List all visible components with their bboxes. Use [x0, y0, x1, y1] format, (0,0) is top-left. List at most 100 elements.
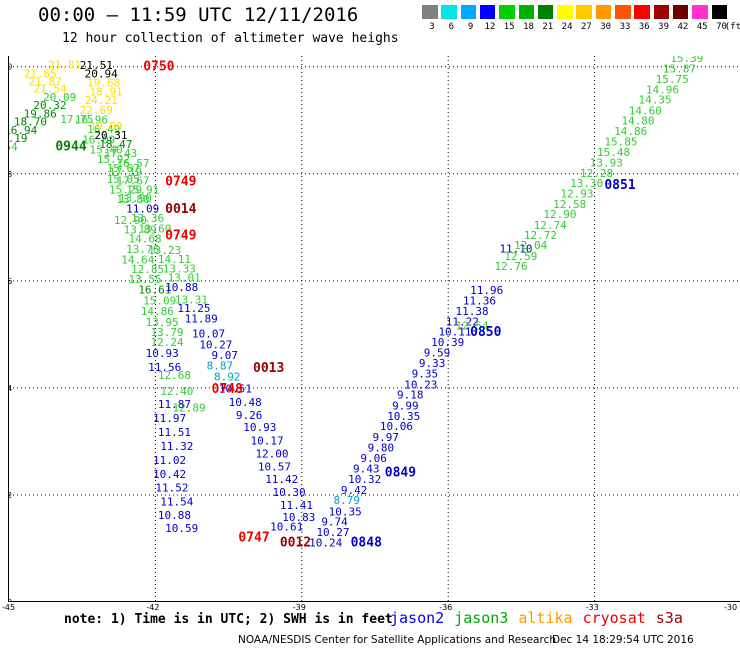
wave-height-label: 10.27	[199, 338, 232, 351]
time-marker-label: 0012	[280, 535, 311, 550]
wave-height-label: 11.89	[185, 313, 218, 326]
wave-height-label: 15.09	[143, 294, 176, 307]
wave-height-label: 11.22	[446, 315, 479, 328]
scale-label: 21	[542, 22, 554, 32]
wave-height-label: 11.96	[470, 284, 503, 297]
wave-height-label: 13.93	[590, 156, 623, 169]
scale-swatch	[557, 5, 573, 19]
wave-height-label: 11.54	[160, 496, 193, 509]
scale-swatch	[576, 5, 592, 19]
wave-height-label: 9.06	[360, 452, 387, 465]
wave-height-label: 10.07	[192, 328, 225, 341]
scale-label: 45	[696, 22, 708, 32]
wave-height-label: 12.68	[158, 369, 191, 382]
wave-height-label: 18.47	[99, 138, 132, 151]
wave-height-label: 14.64	[121, 254, 154, 267]
wave-height-label: 13.60	[138, 223, 171, 236]
scale-swatch	[518, 5, 535, 19]
altimeter-map: 50484644424021.8121.6521.8721.5420.0920.…	[9, 56, 740, 602]
wave-height-label: 10.35	[387, 410, 420, 423]
wave-height-label: 10.23	[404, 378, 437, 391]
wave-height-label: 15.05	[107, 173, 140, 186]
wave-height-label: 11.87	[158, 398, 191, 411]
wave-height-label: 12.90	[114, 214, 147, 227]
wave-height-label: 21.81	[48, 58, 81, 71]
wave-height-label: 13.01	[168, 271, 201, 284]
wave-height-label: 10.88	[158, 509, 191, 522]
wave-height-label: 11.56	[148, 361, 181, 374]
lat-tick-label: 40	[9, 598, 12, 602]
wave-height-label: 10.17	[251, 435, 284, 448]
wave-height-label: 10.61	[270, 520, 303, 533]
lon-tick-label: -39	[292, 603, 306, 612]
wave-height-label: 14.35	[639, 94, 672, 107]
wave-height-label: 12.89	[172, 401, 205, 414]
scale-label: 39	[658, 22, 670, 32]
wave-height-label: 10.11	[438, 325, 471, 338]
wave-height-label: 11.41	[280, 499, 313, 512]
wave-height-label: 14.11	[158, 253, 191, 266]
wave-height-label: 9.35	[412, 368, 439, 381]
wave-height-label: 12.93	[560, 187, 593, 200]
legend-item-jason2: jason2	[390, 609, 445, 627]
wave-height-label: 12.54	[456, 320, 489, 333]
footer-credit: NOAA/NESDIS Center for Satellite Applica…	[238, 634, 556, 646]
wave-height-label: 13.89	[124, 224, 157, 237]
scale-label: 15	[503, 22, 515, 32]
scale-swatch	[460, 5, 477, 19]
wave-height-label: 8.79	[334, 494, 361, 507]
wave-height-label: 11.25	[177, 302, 210, 315]
wave-height-label: 12.58	[553, 198, 586, 211]
time-marker-label: 0849	[385, 466, 416, 481]
scale-swatch	[422, 5, 438, 19]
time-marker-label: 0749	[165, 175, 196, 190]
wave-height-label: 10.93	[243, 421, 276, 434]
wave-height-label: 11.02	[153, 454, 186, 467]
wave-height-label: 13.33	[163, 262, 196, 275]
time-marker-label: 0850	[470, 325, 501, 340]
wave-height-label: 10.24	[309, 536, 342, 549]
wave-height-label: 10.83	[282, 511, 315, 524]
wave-height-label: 12.74	[534, 219, 567, 232]
scale-swatch	[634, 5, 650, 19]
scale-swatch	[711, 5, 728, 19]
wave-height-label: 13.79	[151, 326, 184, 339]
wave-height-label: 9.74	[321, 515, 348, 528]
satellite-legend: jason2 jason3 altika cryosat s3a	[390, 609, 693, 627]
wave-height-label: 10.88	[165, 281, 198, 294]
scale-swatch	[615, 5, 631, 19]
wave-height-label: 15.29	[109, 184, 142, 197]
wave-height-label: 12.00	[255, 447, 288, 460]
wave-height-label: 16.09	[82, 133, 115, 146]
wave-height-label: 15.40	[90, 143, 123, 156]
wave-height-label: 21.54	[33, 82, 66, 95]
lon-tick-label: -33	[585, 603, 599, 612]
wave-height-label: 15.87	[663, 63, 696, 76]
wave-height-label: 16.54	[9, 141, 18, 154]
wave-height-label: 10.35	[329, 505, 362, 518]
wave-height-label: 12.40	[160, 385, 193, 398]
legend-item-cryosat: cryosat	[582, 609, 646, 627]
legend-item-jason3: jason3	[454, 609, 509, 627]
wave-height-label: 12.59	[504, 250, 537, 263]
time-marker-label: 0848	[351, 535, 382, 550]
wave-height-label: 15.39	[670, 56, 703, 65]
scale-swatch	[692, 5, 708, 19]
time-marker-label: 0013	[253, 361, 284, 376]
wave-height-label: 16.57	[116, 157, 149, 170]
scale-label: 12	[484, 22, 496, 32]
time-marker-label: 0750	[143, 59, 174, 74]
wave-height-label: 13.30	[570, 177, 603, 190]
wave-height-label: 19.09	[90, 120, 123, 133]
wave-height-label: 16.19	[9, 132, 27, 145]
wave-height-label: 15.92	[97, 153, 130, 166]
wave-height-label: 20.32	[33, 99, 66, 112]
wave-height-label: 18.70	[14, 116, 47, 129]
wave-height-label: 9.33	[419, 357, 446, 370]
wave-height-label: 10.93	[146, 347, 179, 360]
wave-height-label: 13.95	[146, 316, 179, 329]
wave-height-label: 16.61	[138, 284, 171, 297]
wave-height-label: 9.80	[368, 442, 395, 455]
wave-height-label: 13.80	[116, 193, 149, 206]
time-marker-label: 0944	[55, 140, 86, 155]
